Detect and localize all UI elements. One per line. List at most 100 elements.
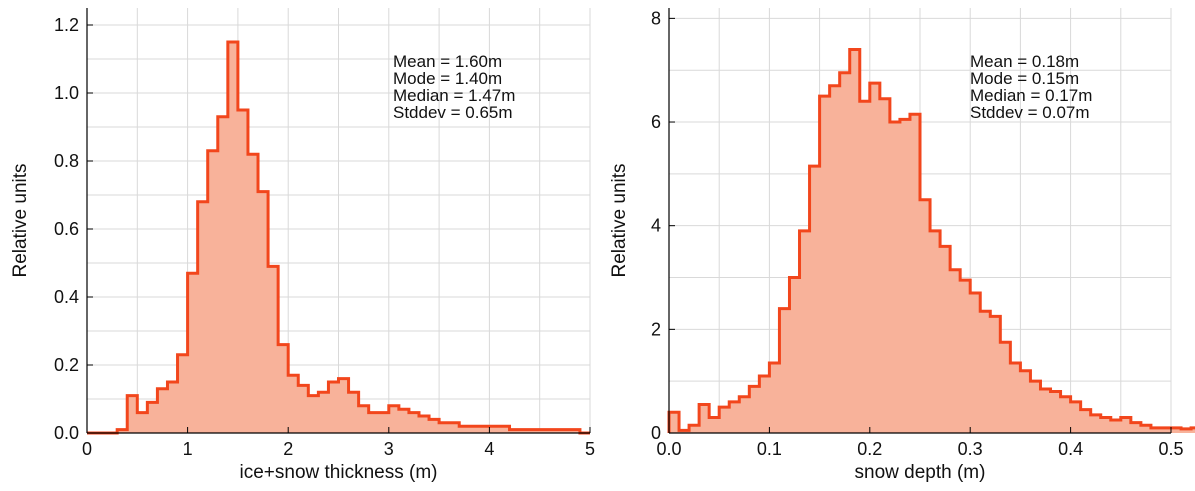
histogram-bar bbox=[1071, 402, 1081, 433]
histogram-bar bbox=[389, 406, 399, 433]
histogram-bar bbox=[1000, 342, 1010, 433]
y-tick-label: 0.0 bbox=[54, 423, 79, 443]
stat-annotation: Mode = 0.15m bbox=[970, 69, 1079, 88]
x-tick-label: 0.0 bbox=[656, 439, 681, 459]
stat-annotation: Mode = 1.40m bbox=[393, 69, 502, 88]
y-tick-label: 6 bbox=[651, 112, 661, 132]
histogram-bar bbox=[1081, 410, 1091, 433]
histogram-right-svg: 0.0 0.1 0.2 0.3 0.4 0.5 0 2 4 6 8 snow depth (m) Rel… bbox=[609, 8, 1195, 483]
histogram-bar bbox=[1030, 381, 1040, 433]
stat-annotation: Stddev = 0.65m bbox=[393, 103, 513, 122]
histogram-bar bbox=[147, 402, 157, 433]
x-tick-label: 0.5 bbox=[1158, 439, 1183, 459]
histogram-bar bbox=[228, 42, 238, 433]
histogram-bar bbox=[769, 363, 779, 433]
histogram-fill bbox=[87, 42, 590, 433]
histogram-bar bbox=[910, 114, 920, 433]
y-tick-label: 0.8 bbox=[54, 151, 79, 171]
histogram-bar bbox=[1121, 417, 1131, 433]
histogram-bar bbox=[359, 406, 369, 433]
histogram-bar bbox=[419, 416, 429, 433]
histogram-bar bbox=[779, 309, 789, 433]
x-tick-label: 0.2 bbox=[857, 439, 882, 459]
histogram-bar bbox=[880, 99, 890, 433]
histogram-bar bbox=[940, 246, 950, 433]
histogram-bar bbox=[930, 231, 940, 433]
histogram-bar bbox=[409, 413, 419, 433]
y-tick-label: 0.4 bbox=[54, 287, 79, 307]
histogram-bar bbox=[850, 49, 860, 433]
histogram-bar bbox=[960, 280, 970, 433]
histogram-bar bbox=[1020, 371, 1030, 433]
histogram-left-svg: 0 1 2 3 4 5 0.0 0.2 0.4 0.6 0.8 1.0 1.2 ice+snow thic… bbox=[10, 8, 595, 483]
chart-ice-snow-thickness: 0 1 2 3 4 5 0.0 0.2 0.4 0.6 0.8 1.0 1.2 ice+snow thic… bbox=[0, 0, 597, 486]
histogram-bar bbox=[248, 154, 258, 433]
x-tick-label: 4 bbox=[484, 439, 494, 459]
histogram-bar bbox=[1040, 389, 1050, 433]
histogram-bar bbox=[157, 389, 167, 433]
histogram-bar bbox=[860, 101, 870, 433]
histogram-bar bbox=[198, 202, 208, 433]
histogram-bar bbox=[739, 397, 749, 433]
histogram-bar bbox=[970, 293, 980, 433]
histogram-bar bbox=[890, 122, 900, 433]
histogram-bar bbox=[167, 382, 177, 433]
histogram-outline bbox=[87, 40, 590, 435]
histogram-bar bbox=[258, 192, 268, 433]
histogram-bar bbox=[399, 409, 409, 433]
y-tick-label: 1.2 bbox=[54, 15, 79, 35]
histogram-fill bbox=[669, 49, 1195, 433]
y-tick-label: 8 bbox=[651, 8, 661, 28]
histogram-bar bbox=[1010, 363, 1020, 433]
histogram-bar bbox=[840, 73, 850, 433]
gridlines bbox=[86, 8, 591, 434]
histogram-bar bbox=[379, 413, 389, 433]
histogram-bar bbox=[789, 278, 799, 433]
histogram-bar bbox=[900, 119, 910, 433]
histogram-bar bbox=[759, 376, 769, 433]
histogram-bar bbox=[820, 96, 830, 433]
histogram-bar bbox=[449, 423, 459, 433]
x-tick-label: 5 bbox=[585, 439, 595, 459]
histogram-bar bbox=[1111, 420, 1121, 433]
stat-annotation: Mean = 1.60m bbox=[393, 52, 502, 71]
x-axis-label: ice+snow thickness (m) bbox=[240, 462, 438, 483]
y-tick-label: 4 bbox=[651, 216, 661, 236]
histogram-bar bbox=[288, 375, 298, 433]
histogram-bar bbox=[339, 379, 349, 433]
histogram-bar bbox=[810, 166, 820, 433]
histogram-bar bbox=[308, 396, 318, 433]
histogram-bar bbox=[328, 382, 338, 433]
histogram-outline bbox=[667, 47, 1195, 433]
y-axis-label: Relative units bbox=[609, 163, 630, 277]
histogram-bar bbox=[920, 200, 930, 433]
histogram-bar bbox=[719, 407, 729, 433]
histogram-bar bbox=[127, 396, 137, 433]
histogram-bar bbox=[950, 270, 960, 433]
x-tick-label: 0.1 bbox=[757, 439, 782, 459]
histogram-bar bbox=[980, 311, 990, 433]
y-tick-label: 0.6 bbox=[54, 219, 79, 239]
histogram-bar bbox=[369, 413, 379, 433]
histogram-bar bbox=[298, 385, 308, 433]
histogram-bar bbox=[709, 417, 719, 433]
histogram-bar bbox=[800, 231, 810, 433]
histogram-bar bbox=[349, 392, 359, 433]
x-axis-label: snow depth (m) bbox=[855, 462, 986, 483]
histogram-bar bbox=[699, 404, 709, 433]
gridlines bbox=[668, 8, 1172, 434]
y-tick-label: 0 bbox=[651, 423, 661, 443]
x-tick-label: 1 bbox=[183, 439, 193, 459]
histogram-bar bbox=[749, 386, 759, 433]
histogram-bar bbox=[178, 355, 188, 433]
x-tick-label: 0 bbox=[82, 439, 92, 459]
histogram-bar bbox=[278, 345, 288, 433]
stat-annotation: Stddev = 0.07m bbox=[970, 103, 1090, 122]
histogram-bar bbox=[137, 413, 147, 433]
histogram-bar bbox=[429, 419, 439, 433]
x-tick-label: 3 bbox=[384, 439, 394, 459]
histogram-bar bbox=[990, 316, 1000, 433]
y-tick-label: 1.0 bbox=[54, 83, 79, 103]
histogram-bar bbox=[729, 402, 739, 433]
stat-annotation: Mean = 0.18m bbox=[970, 52, 1079, 71]
